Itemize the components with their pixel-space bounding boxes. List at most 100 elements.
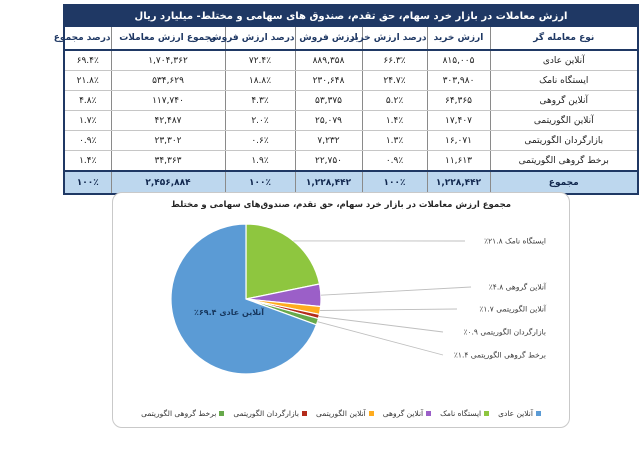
slice-label: آنلاین گروهی ۴.۸٪ [489,282,547,292]
legend-swatch-icon [368,411,374,416]
legend-swatch-icon [535,411,541,416]
leader-line [320,286,472,296]
table-cell: ۳۴,۳۶۳ [111,150,226,171]
slice-label: آنلاین الگوریتمی ۱.۷٪ [479,304,547,314]
table-cell: آنلاین گروهی [490,90,637,111]
pie-chart-panel: مجموع ارزش معاملات در بازار خرد سهام، حق… [112,192,570,428]
table-total-row: مجموع ۱,۲۲۸,۴۴۲ ۱۰۰٪ ۱,۲۲۸,۴۴۲ ۱۰۰٪ ۲,۴۵۶,۸۸۴… [65,170,637,193]
table-cell: ۲۳۰,۶۴۸ [295,70,363,91]
table-cell: ۷,۲۳۲ [295,130,363,151]
legend-label: ایستگاه نامک [440,409,482,418]
table-cell: ۱.۴٪ [65,150,112,171]
legend-item: آنلاین عادی [498,409,541,418]
table-header-cell: ارزش خرید [427,27,491,51]
trades-table: نوع معامله گر ارزش خرید درصد ارزش خرید ارزش… [54,27,637,193]
table-cell: ۱۸.۸٪ [225,70,296,91]
legend-label: بازارگردان الگوریتمی [233,409,299,418]
slice-label: بازارگردان الگوریتمی ۰.۹٪ [463,328,546,337]
table-cell: ۶۴,۳۶۵ [427,90,491,111]
table-cell: ۱.۹٪ [225,150,296,171]
table-cell: ۲۲,۷۵۰ [295,150,363,171]
table-total-cell: ۱,۲۲۸,۴۴۲ [427,170,491,193]
table-cell: ۲۳,۳۰۲ [111,130,226,151]
table-cell: ۱.۴٪ [362,110,428,131]
slice-label: برخط گروهی الگوریتمی ۱.۴٪ [454,351,546,360]
table-row: آنلاین عادی ۸۱۵,۰۰۵ ۶۶.۳٪ ۸۸۹,۳۵۸ ۷۲.۴٪ ۱,۷۰۴… [65,50,637,71]
table-cell: برخط گروهی الگوریتمی [518,155,609,166]
table-row: ایستگاه نامک ۳۰۳,۹۸۰ ۲۴.۷٪ ۲۳۰,۶۴۸ ۱۸.۸٪ ۵۳۴,… [65,70,637,91]
legend-swatch-icon [426,411,432,416]
table-header-cell: نوع معامله گر [490,27,637,51]
table-cell: ۰.۹٪ [362,150,428,171]
pie-slice [245,223,321,300]
table-cell: ۵۳۴,۶۲۹ [111,70,226,91]
table-header-cell: ارزش فروش [295,27,363,51]
chart-title: مجموع ارزش معاملات در بازار خرد سهام، حق… [171,200,511,210]
leader-line [320,308,458,311]
table-title: ارزش معاملات در بازار خرد سهام، حق تقدم،… [65,6,637,27]
legend-item: ایستگاه نامک [440,409,490,418]
table-row: برخط گروهی الگوریتمی ۱۱,۶۱۳ ۰.۹٪ ۲۲,۷۵۰ ۱.۹٪… [65,150,637,171]
table-cell: ۴.۸٪ [65,90,112,111]
table-cell: ۲۵,۰۷۹ [295,110,363,131]
table-cell: ۵۳,۳۷۵ [295,90,363,111]
table-header-cell: درصد ارزش خرید [350,27,428,51]
table-cell: آنلاین الگوریتمی [490,110,637,131]
table-cell: ۱۶,۰۷۱ [427,130,491,151]
slice-label: ایستگاه نامک ۲۱.۸٪ [484,237,546,246]
legend-item: بازارگردان الگوریتمی [233,409,307,418]
table-total-cell: مجموع [490,170,637,193]
table-header-cell: درصد ارزش فروش [209,27,296,51]
legend-label: برخط گروهی الگوریتمی [141,409,217,418]
pie-chart: ایستگاه نامک ۲۱.۸٪ آنلاین گروهی ۴.۸٪ آنلای… [170,223,547,375]
legend-label: آنلاین عادی [498,409,533,418]
table-total-cell: ۱۰۰٪ [65,170,112,193]
table-total-cell: ۱۰۰٪ [225,170,296,193]
table-total-cell: ۱۰۰٪ [362,170,428,193]
table-cell: ۶۶.۳٪ [362,50,428,71]
table-cell: ۳۰۳,۹۸۰ [427,70,491,91]
table-cell: ۱.۳٪ [362,130,428,151]
table-total-cell: ۲,۴۵۶,۸۸۴ [111,170,226,193]
table-header-cell: درصد مجموع [54,27,112,51]
legend-label: آنلاین گروهی [382,409,424,418]
legend-item: برخط گروهی الگوریتمی [141,409,225,418]
table-cell: ۰.۶٪ [225,130,296,151]
legend-swatch-icon [219,411,225,416]
table-cell: ۲.۰٪ [225,110,296,131]
leader-line [317,321,444,356]
table-row: بازارگردان الگوریتمی ۱۶,۰۷۱ ۱.۳٪ ۷,۲۳۲ ۰.۶٪ ۲… [65,130,637,151]
table-cell: ۷۲.۴٪ [225,50,296,71]
table-body: آنلاین عادی ۸۱۵,۰۰۵ ۶۶.۳٪ ۸۸۹,۳۵۸ ۷۲.۴٪ ۱,۷۰۴… [65,50,637,171]
legend-item: آنلاین گروهی [382,409,432,418]
trades-table-panel: ارزش معاملات در بازار خرد سهام، حق تقدم،… [54,4,639,195]
table-header-cell: مجموع ارزش معاملات [111,27,226,51]
table-row: آنلاین الگوریتمی ۱۷,۴۰۷ ۱.۴٪ ۲۵,۰۷۹ ۲.۰٪ ۴۲,۴… [65,110,637,131]
table-cell: ۸۱۵,۰۰۵ [427,50,491,71]
pie-slice [170,223,318,375]
table-cell: ۱۱۷,۷۴۰ [111,90,226,111]
table-header-row: نوع معامله گر ارزش خرید درصد ارزش خرید ارزش… [54,27,637,51]
table-cell: ۶۹.۴٪ [65,50,112,71]
table-cell: ایستگاه نامک [490,70,637,91]
table-cell: ۴.۳٪ [225,90,296,111]
table-cell: ۲۱.۸٪ [65,70,112,91]
chart-legend: آنلاین عادی ایستگاه نامک آنلاین گروهی آنلای… [113,409,569,418]
table-cell: ۱,۷۰۴,۳۶۲ [111,50,226,71]
table-cell: ۴۲,۴۸۷ [111,110,226,131]
legend-swatch-icon [301,411,307,416]
table-cell: ۱۱,۶۱۳ [427,150,491,171]
table-cell: ۸۸۹,۳۵۸ [295,50,363,71]
legend-label: آنلاین الگوریتمی [315,409,366,418]
table-cell: ۲۴.۷٪ [362,70,428,91]
table-cell: بازارگردان الگوریتمی [490,130,637,151]
table-row: آنلاین گروهی ۶۴,۳۶۵ ۵.۲٪ ۵۳,۳۷۵ ۴.۳٪ ۱۱۷,۷۴۰ ۴… [65,90,637,111]
table-cell: ۱.۷٪ [65,110,112,131]
table-cell: آنلاین عادی [490,50,637,71]
table-cell: ۱۷,۴۰۷ [427,110,491,131]
legend-swatch-icon [484,411,490,416]
slice-label-inside: آنلاین عادی ۶۹.۴٪ [194,307,264,317]
table-total-cell: ۱,۲۲۸,۴۴۲ [295,170,363,193]
leader-line [318,316,444,333]
